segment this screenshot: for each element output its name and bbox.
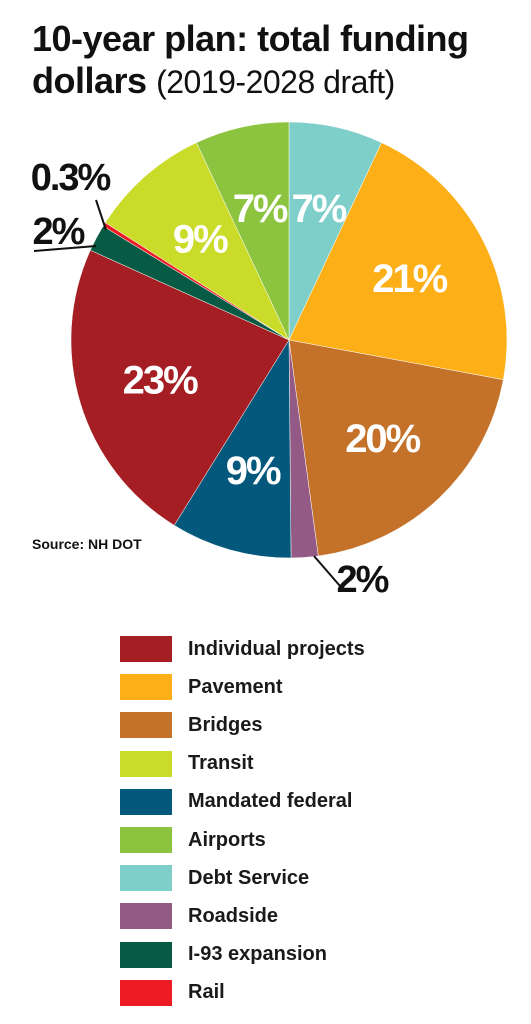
slice-label: 9% — [226, 449, 281, 493]
legend-label: Bridges — [188, 713, 263, 736]
legend-label: Rail — [188, 981, 225, 1004]
legend-swatch — [120, 674, 172, 701]
slice-labels: 7%21%20%2%9%23%2%0.3%9%7% — [31, 157, 450, 601]
legend-item-rail: Rail — [120, 974, 365, 1012]
slice-label: 0.3% — [31, 157, 111, 199]
leader-line — [33, 245, 97, 252]
chart-title-main: 10-year plan: total funding dollars — [32, 18, 469, 101]
pie-slice-pavement — [288, 142, 508, 381]
slice-label: 23% — [123, 358, 198, 402]
legend-label: Airports — [188, 828, 266, 851]
slice-label: 21% — [372, 257, 447, 301]
leader-lines — [33, 199, 341, 587]
slice-label: 2% — [337, 559, 389, 601]
leader-line — [313, 555, 341, 587]
slice-label: 7% — [233, 187, 288, 231]
legend-swatch — [120, 979, 172, 1006]
legend-swatch — [120, 636, 172, 663]
legend-item-debt-service: Debt Service — [120, 859, 365, 897]
legend-swatch — [120, 903, 172, 930]
legend-item-pavement: Pavement — [120, 668, 365, 706]
legend-swatch — [120, 750, 172, 777]
legend-item-bridges: Bridges — [120, 706, 365, 744]
legend-item-roadside: Roadside — [120, 897, 365, 935]
legend-swatch — [120, 712, 172, 739]
legend-item-mandated-federal: Mandated federal — [120, 783, 365, 821]
legend-label: Pavement — [188, 675, 283, 698]
legend-swatch — [120, 827, 172, 854]
slice-label: 7% — [291, 187, 346, 231]
legend-item-i-93-expansion: I-93 expansion — [120, 936, 365, 974]
pie-chart: 7%21%20%2%9%23%2%0.3%9%7% — [31, 121, 508, 601]
pie-slice-airports — [196, 121, 290, 341]
legend-label: Individual projects — [188, 637, 365, 660]
legend-item-transit: Transit — [120, 745, 365, 783]
chart-title-sub: (2019-2028 draft) — [156, 64, 395, 100]
pie-slice-mandated-federal — [173, 339, 292, 559]
pie-slice-transit — [104, 142, 290, 341]
leader-line — [95, 199, 107, 231]
legend-label: Debt Service — [188, 866, 310, 889]
slice-label: 20% — [345, 417, 420, 461]
pie-slices — [70, 121, 508, 559]
chart-title: 10-year plan: total funding dollars (201… — [32, 18, 512, 103]
source-note: Source: NH DOT — [32, 536, 142, 552]
legend-item-airports: Airports — [120, 821, 365, 859]
legend-swatch — [120, 941, 172, 968]
legend-swatch — [120, 788, 172, 815]
pie-slice-individual-projects — [70, 249, 290, 526]
legend-label: Roadside — [188, 904, 279, 927]
pie-slice-bridges — [288, 339, 504, 557]
legend-item-individual-projects: Individual projects — [120, 630, 365, 668]
slice-label: 9% — [173, 217, 228, 261]
legend-label: Mandated federal — [188, 790, 353, 813]
slice-label: 2% — [33, 211, 85, 253]
legend: Individual projects Pavement Bridges Transi… — [120, 630, 365, 1012]
legend-label: I-93 expansion — [188, 943, 327, 966]
legend-label: Transit — [188, 752, 254, 775]
legend-swatch — [120, 865, 172, 892]
